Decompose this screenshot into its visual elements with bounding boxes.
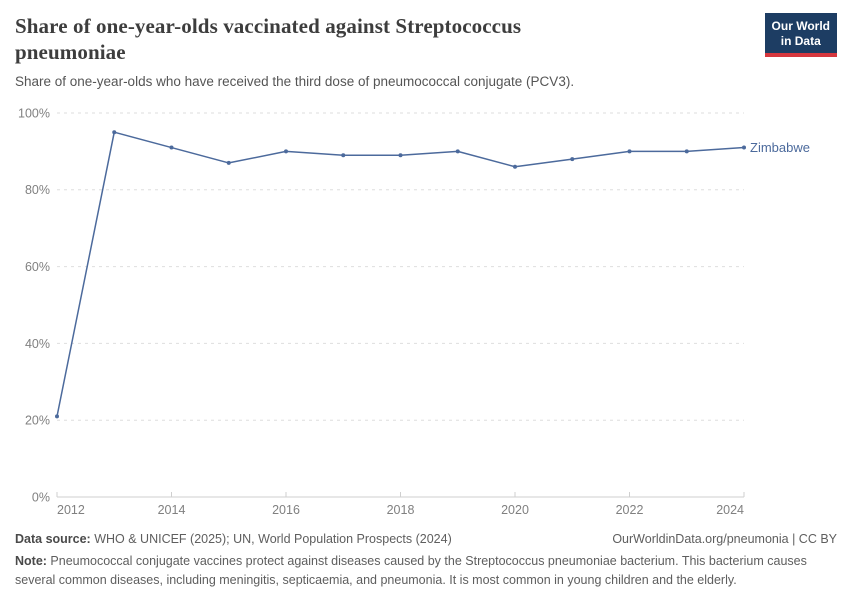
line-chart-svg: 0% 20% 40% 60% 80% 100% 2012 2014 2016 2018 2020 20…	[18, 106, 810, 517]
data-source-text: WHO & UNICEF (2025); UN, World Populatio…	[90, 532, 452, 546]
data-point[interactable]	[627, 149, 632, 154]
data-point[interactable]	[570, 157, 575, 162]
series-label[interactable]: Zimbabwe	[750, 140, 810, 155]
data-point[interactable]	[112, 130, 117, 135]
y-tick-label: 80%	[25, 183, 50, 197]
data-point[interactable]	[341, 153, 346, 158]
data-point[interactable]	[742, 145, 746, 150]
attribution-url-link[interactable]: OurWorldinData.org/pneumonia	[612, 532, 789, 546]
attribution: OurWorldinData.org/pneumonia | CC BY	[612, 532, 837, 546]
y-tick-label: 100%	[18, 106, 50, 120]
data-point[interactable]	[455, 149, 460, 154]
x-tick-label: 2022	[616, 503, 644, 517]
data-point[interactable]	[55, 414, 59, 419]
x-tick-label: 2016	[272, 503, 300, 517]
data-point[interactable]	[684, 149, 689, 154]
attribution-separator: |	[788, 532, 799, 546]
chart-subtitle: Share of one-year-olds who have received…	[15, 73, 575, 89]
chart-header: Share of one-year-olds vaccinated agains…	[15, 13, 837, 89]
data-point[interactable]	[284, 149, 288, 154]
x-tick-label: 2012	[57, 503, 85, 517]
data-point[interactable]	[169, 145, 174, 150]
owid-logo[interactable]: Our World in Data	[764, 13, 837, 57]
owid-logo-line2: in Data	[780, 34, 821, 48]
y-tick-label: 20%	[25, 414, 50, 428]
chart-footer: Data source: WHO & UNICEF (2025); UN, Wo…	[15, 532, 837, 590]
y-tick-label: 40%	[25, 337, 50, 351]
x-tick-label: 2020	[501, 503, 529, 517]
owid-logo-line1: Our World	[771, 19, 830, 33]
data-point[interactable]	[398, 153, 403, 158]
x-tick-label: 2018	[387, 503, 415, 517]
license-link[interactable]: CC BY	[798, 532, 837, 546]
line-chart-area[interactable]: 0% 20% 40% 60% 80% 100% 2012 2014 2016 2018 2020 20…	[0, 100, 850, 535]
data-line[interactable]	[56, 131, 745, 417]
data-point[interactable]	[226, 160, 231, 165]
data-source-label: Data source:	[15, 532, 91, 546]
x-tick-label: 2014	[158, 503, 186, 517]
chart-note-text: Pneumococcal conjugate vaccines protect …	[15, 554, 807, 587]
chart-note: Note: Pneumococcal conjugate vaccines pr…	[15, 552, 837, 590]
chart-title: Share of one-year-olds vaccinated agains…	[15, 14, 522, 65]
x-tick-label: 2024	[716, 503, 744, 517]
y-tick-label: 60%	[25, 260, 50, 274]
y-tick-label: 0%	[32, 490, 50, 504]
chart-note-label: Note:	[15, 554, 47, 568]
data-point[interactable]	[513, 164, 517, 169]
data-source: Data source: WHO & UNICEF (2025); UN, Wo…	[15, 532, 452, 546]
